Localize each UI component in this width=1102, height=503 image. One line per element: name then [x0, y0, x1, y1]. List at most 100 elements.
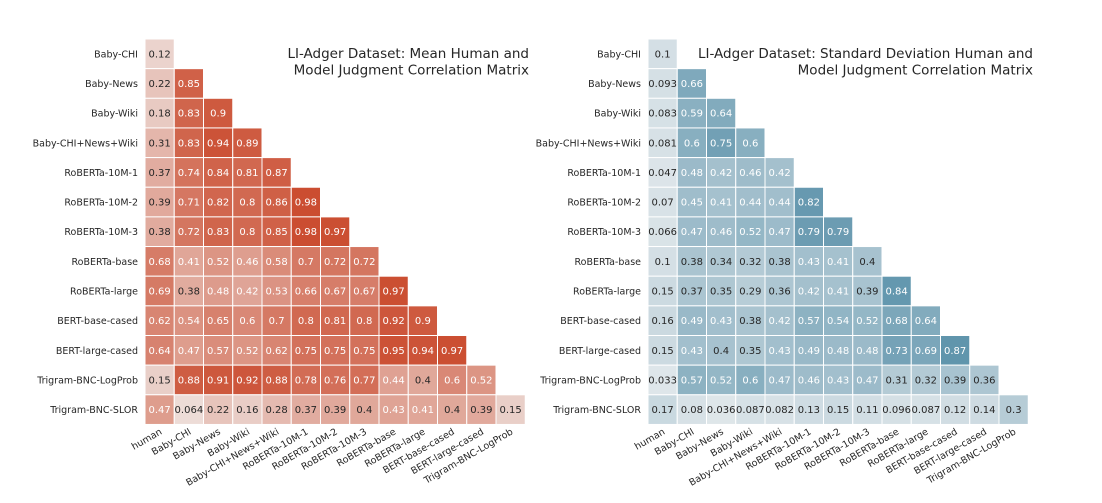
heatmap-cell	[144, 394, 175, 425]
heatmap-cell	[320, 394, 351, 425]
cell-value-label: 0.32	[739, 257, 761, 268]
heatmap-cell	[495, 394, 526, 425]
cell-value-label: 0.16	[651, 316, 673, 327]
heatmap-cell	[232, 335, 263, 366]
heatmap-cell	[349, 305, 380, 337]
heatmap-cell	[910, 394, 941, 425]
cell-value-label: 0.67	[353, 287, 375, 298]
cell-value-label: 0.47	[856, 375, 878, 386]
heatmap-cell	[647, 246, 678, 277]
heatmap-cell	[647, 97, 678, 129]
cell-value-label: 0.86	[265, 198, 287, 209]
cell-value-label: 0.57	[207, 346, 229, 357]
heatmap-cell	[203, 394, 234, 425]
cell-value-label: 0.64	[710, 109, 732, 120]
y-tick-label: RoBERTa-10M-1	[64, 168, 138, 179]
cell-value-label: 0.4	[859, 257, 875, 268]
cell-value-label: 0.64	[915, 316, 937, 327]
cell-value-label: 0.047	[648, 168, 677, 179]
heatmap-cell	[349, 246, 380, 277]
y-tick-label: Trigram-BNC-SLOR	[49, 405, 138, 416]
chart-title-line: Model Judgment Correlation Matrix	[294, 63, 529, 79]
cell-value-label: 0.6	[239, 316, 255, 327]
heatmap-cell	[793, 246, 824, 277]
cell-value-label: 0.1	[655, 257, 671, 268]
heatmap-cell	[173, 364, 204, 396]
heatmap-cell	[261, 305, 292, 337]
cell-value-label: 0.68	[885, 316, 907, 327]
cell-value-label: 0.4	[415, 375, 431, 386]
heatmap-cell	[144, 364, 175, 396]
cell-value-label: 0.72	[353, 257, 375, 268]
cell-value-label: 0.84	[207, 168, 229, 179]
cell-value-label: 0.093	[648, 79, 677, 90]
heatmap-cell	[144, 305, 175, 337]
chart-title: LI-Adger Dataset: Standard Deviation Hum…	[698, 46, 1033, 79]
heatmap-cell	[647, 68, 678, 99]
heatmap-cell	[764, 335, 795, 366]
heatmap-cell	[290, 305, 321, 337]
heatmap-cell	[676, 68, 707, 99]
cell-value-label: 0.15	[148, 375, 170, 386]
cell-value-label: 0.42	[768, 316, 790, 327]
cell-value-label: 0.43	[798, 257, 820, 268]
cell-value-label: 0.68	[148, 257, 170, 268]
cell-value-label: 0.12	[944, 405, 966, 416]
cell-value-label: 0.85	[178, 79, 200, 90]
cell-value-label: 0.17	[651, 405, 673, 416]
heatmap-cell	[823, 364, 854, 396]
heatmap-cell	[232, 186, 263, 218]
cell-value-label: 0.83	[207, 227, 229, 238]
cell-value-label: 0.42	[236, 287, 258, 298]
cell-value-label: 0.35	[710, 287, 732, 298]
heatmap-cell	[232, 157, 263, 188]
cell-value-label: 0.73	[885, 346, 907, 357]
cell-value-label: 0.81	[324, 316, 346, 327]
heatmap-cell	[735, 394, 766, 425]
cell-value-label: 0.39	[856, 287, 878, 298]
cell-value-label: 0.34	[710, 257, 732, 268]
cell-value-label: 0.47	[768, 227, 790, 238]
cell-value-label: 0.083	[648, 109, 677, 120]
y-tick-label: RoBERTa-base	[574, 257, 641, 268]
cell-value-label: 0.52	[236, 346, 258, 357]
cell-value-label: 0.3	[1006, 405, 1022, 416]
cell-value-label: 0.97	[324, 227, 346, 238]
heatmap-cell	[706, 394, 737, 425]
cell-value-label: 0.6	[742, 375, 758, 386]
cell-value-label: 0.9	[210, 109, 226, 120]
heatmap-cell	[969, 394, 1000, 425]
heatmap-cell	[203, 364, 234, 396]
cell-value-label: 0.8	[239, 198, 255, 209]
heatmap-cell	[823, 216, 854, 248]
cell-value-label: 0.087	[912, 405, 941, 416]
cell-value-label: 0.033	[648, 375, 677, 386]
y-tick-label: Trigram-BNC-SLOR	[552, 405, 641, 416]
cell-value-label: 0.53	[265, 287, 287, 298]
cell-value-label: 0.65	[207, 316, 229, 327]
cell-value-label: 0.97	[382, 287, 404, 298]
cell-value-label: 0.49	[681, 316, 703, 327]
cell-value-label: 0.85	[265, 227, 287, 238]
cell-value-label: 0.38	[178, 287, 200, 298]
cell-value-label: 0.97	[441, 346, 463, 357]
cell-value-label: 0.39	[324, 405, 346, 416]
cell-value-label: 0.98	[295, 227, 317, 238]
y-tick-label: Trigram-BNC-LogProb	[36, 375, 138, 386]
cell-value-label: 0.39	[470, 405, 492, 416]
cell-value-label: 0.7	[269, 316, 285, 327]
cell-value-label: 0.75	[295, 346, 317, 357]
heatmap-cell	[290, 335, 321, 366]
heatmap-cell	[764, 216, 795, 248]
heatmap-cell	[735, 127, 766, 159]
cell-value-label: 0.35	[739, 346, 761, 357]
heatmap-cell	[378, 275, 409, 307]
cell-value-label: 0.47	[148, 405, 170, 416]
cell-value-label: 0.77	[353, 375, 375, 386]
heatmap-cell	[764, 157, 795, 188]
cell-value-label: 0.52	[710, 375, 732, 386]
cell-value-label: 0.16	[236, 405, 258, 416]
chart-title-line: LI-Adger Dataset: Standard Deviation Hum…	[698, 46, 1033, 62]
heatmap-cell	[320, 364, 351, 396]
cell-value-label: 0.44	[382, 375, 404, 386]
